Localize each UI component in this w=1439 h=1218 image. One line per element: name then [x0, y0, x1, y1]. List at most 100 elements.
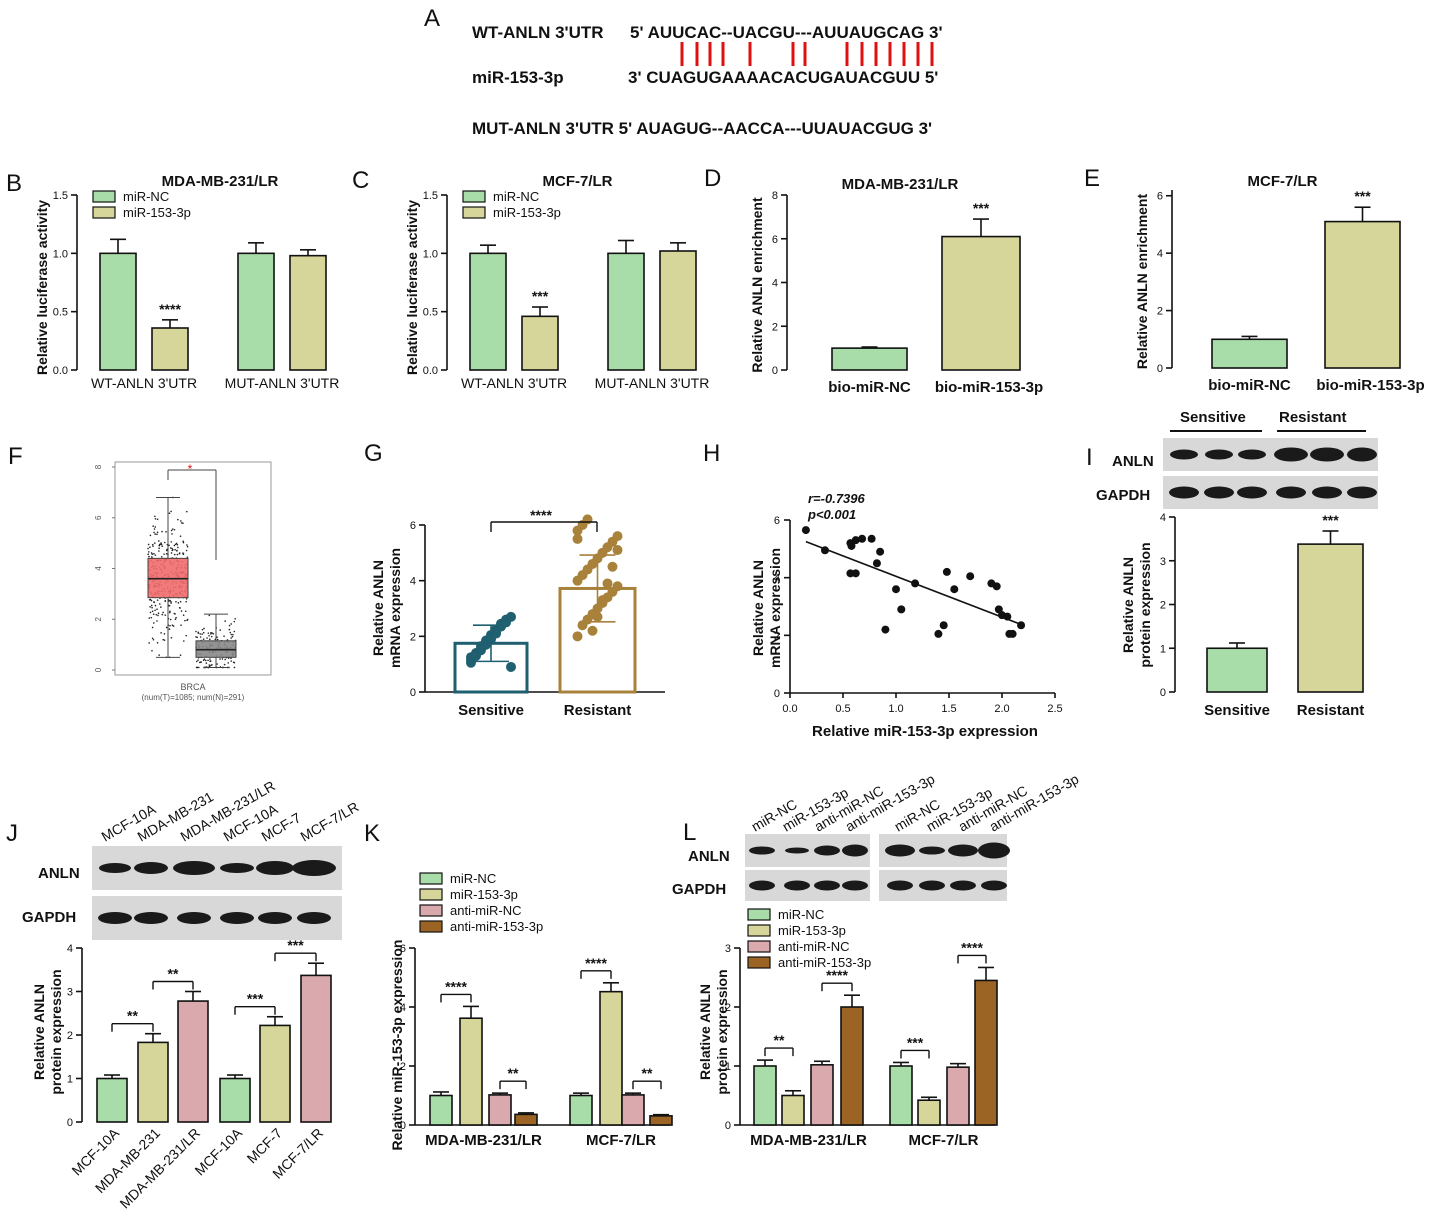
band: [1205, 449, 1233, 460]
jitter-point: [186, 545, 189, 548]
y-axis-label: Relative ANLNprotein expression: [697, 969, 730, 1094]
bar-mir-153: [151, 327, 189, 371]
sig-label: **: [642, 1065, 653, 1081]
chart-L: 0 1 2 3 Relative ANLNprotein expression miR-N…: [697, 907, 998, 1149]
panel-letter-h: H: [703, 440, 720, 467]
bar: [946, 1066, 970, 1126]
y-tick-label: 4: [774, 573, 780, 585]
jitter-point: [156, 620, 158, 622]
jitter-point: [216, 638, 219, 641]
x-group-label: MCF-7/LR: [586, 1132, 656, 1149]
y-tick-label: 6: [400, 943, 406, 955]
jitter-point: [171, 533, 173, 535]
band: [297, 912, 331, 924]
y-tick-label: 0: [67, 1117, 73, 1129]
band: [1347, 486, 1377, 499]
jitter-point: [175, 600, 177, 603]
bar: [569, 1094, 593, 1126]
band: [98, 912, 132, 924]
bar-mir-153: [521, 315, 559, 371]
legend-swatch: [747, 940, 771, 953]
y-tick-label: 1: [67, 1074, 73, 1086]
y-tick-label: 2: [1160, 600, 1166, 612]
sig-label: ***: [973, 200, 990, 216]
band: [785, 847, 809, 854]
bar: [1297, 543, 1364, 693]
jitter-point: [221, 658, 224, 660]
data-point: [602, 578, 613, 589]
y-tick-label: 2: [774, 630, 780, 642]
jitter-point: [209, 660, 212, 662]
chart-G: 0 2 4 6 Relative ANLNmRNA expression Sensitiv…: [370, 507, 665, 719]
legend-swatch: [419, 888, 443, 901]
jitter-point: [161, 613, 164, 616]
band: [842, 880, 868, 891]
jitter-point: [165, 626, 168, 629]
band: [1347, 447, 1377, 462]
jitter-point: [150, 552, 153, 554]
x-category-label: bio-miR-NC: [828, 379, 911, 396]
band: [1237, 486, 1267, 499]
jitter-point: [185, 598, 188, 600]
data-point: [1008, 629, 1017, 638]
y-tick-label: 1.0: [53, 248, 68, 260]
data-point: [506, 661, 516, 672]
legend-swatch: [747, 908, 771, 921]
chart-I: 0 1 2 3 4 Relative ANLNprotein expression Sens…: [1120, 512, 1364, 719]
jitter-point: [162, 638, 165, 641]
sequence-panel: WT-ANLN 3'UTR 5' AUUCAC--UACGU---AUUAUGC…: [472, 23, 943, 138]
bar: [917, 1099, 941, 1126]
y-tick-label: 2: [400, 1061, 406, 1073]
base-pair-lines: [680, 42, 934, 66]
jitter-point: [177, 518, 179, 521]
blot-i-anln-label: ANLN: [1112, 453, 1154, 470]
jitter-point: [195, 630, 197, 633]
y-tick-label: 2: [67, 1030, 73, 1042]
y-tick-label: 4: [1157, 248, 1163, 260]
jitter-point: [210, 633, 212, 635]
sig-label: ****: [159, 301, 181, 317]
mut-sequence-line: MUT-ANLN 3'UTR 5' AUAGUG--AACCA---UUAUAC…: [472, 119, 932, 138]
jitter-point: [171, 624, 174, 627]
panel-letter-g: G: [364, 440, 383, 467]
jitter-point: [219, 629, 221, 631]
jitter-point: [151, 649, 153, 652]
x-category-label: WT-ANLN 3'UTR: [461, 375, 567, 391]
jitter-point: [229, 631, 232, 634]
jitter-point: [227, 662, 230, 664]
jitter-point: [150, 616, 153, 619]
y-tick-label: 2: [1157, 306, 1163, 318]
y-axis-label: Relative ANLNmRNA expression: [370, 548, 403, 668]
bar: [1211, 338, 1288, 369]
bar-mir-nc: [99, 252, 137, 371]
legend-swatch: [419, 920, 443, 933]
gepia-counts: (num(T)=1085; num(N)=291): [142, 693, 245, 702]
y-tick-label: 2: [94, 616, 103, 621]
y-tick-label: 8: [94, 464, 103, 469]
jitter-point: [208, 634, 210, 637]
y-tick-label: 4: [410, 576, 416, 588]
chart-E: MCF-7/LR 0 2 4 6 Relative ANLN enrichment bio-…: [1134, 173, 1425, 394]
jitter-point: [151, 610, 154, 613]
jitter-point: [149, 546, 151, 549]
jitter-point: [212, 632, 215, 635]
jitter-point: [147, 543, 150, 546]
x-category-label: Sensitive: [458, 702, 524, 719]
y-label-line: Relative miR-153-3p expression: [389, 940, 405, 1151]
jitter-point: [198, 661, 201, 664]
jitter-point: [228, 624, 231, 627]
wt-label: WT-ANLN 3'UTR: [472, 23, 604, 42]
y-tick-label: 2: [725, 1002, 731, 1014]
band: [1238, 449, 1266, 460]
chart-title: MCF-7/LR: [543, 173, 613, 190]
chart-F: 0 2 4 6 8: [94, 461, 272, 676]
jitter-point: [233, 630, 236, 633]
x-category-label: bio-miR-153-3p: [1316, 377, 1424, 394]
jitter-point: [152, 545, 154, 547]
y-tick-label: 1: [725, 1061, 731, 1073]
jitter-point: [158, 550, 160, 552]
y-tick-label: 0: [774, 688, 780, 700]
data-point: [950, 585, 959, 594]
bar: [840, 1006, 864, 1126]
bar: [219, 1077, 251, 1123]
